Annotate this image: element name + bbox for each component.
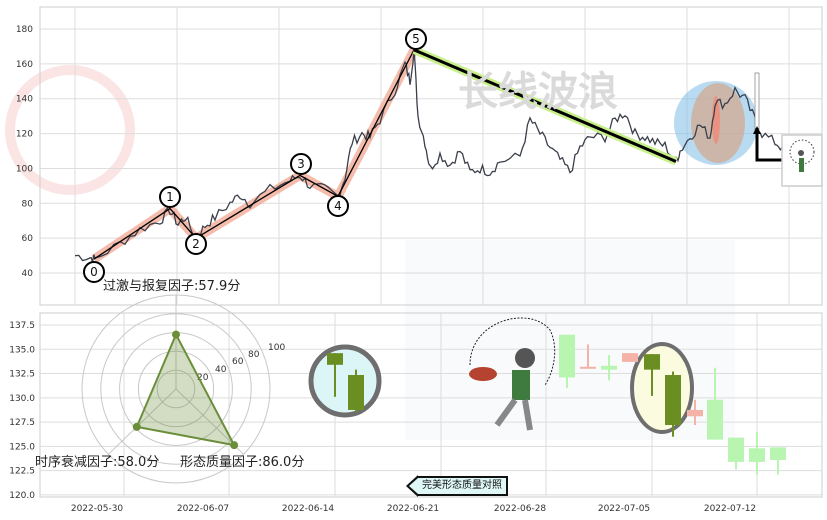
y-tick-label: 140 xyxy=(16,95,33,105)
candle-body xyxy=(770,447,786,460)
y-tick-label: 130.0 xyxy=(9,394,35,404)
factor-label-overreaction: 过激与报复因子:57.9分 xyxy=(103,279,240,294)
price-line xyxy=(74,49,783,263)
radar-axis xyxy=(108,388,177,455)
y-tick-label: 135.0 xyxy=(9,345,35,355)
radar-ring-label: 20 xyxy=(197,373,209,383)
pattern-ellipse-highlight xyxy=(630,342,694,434)
wave-point-label: 3 xyxy=(297,157,305,171)
y-tick-label: 120 xyxy=(16,130,33,140)
wave-point-marker xyxy=(327,195,349,217)
highlight-bar xyxy=(712,96,720,144)
y-tick-label: 80 xyxy=(22,199,34,209)
watermark: 长线波浪 xyxy=(458,69,618,115)
candle-body xyxy=(622,353,638,362)
x-tick-label: 2022-06-14 xyxy=(282,504,335,514)
radar-ring-label: 60 xyxy=(232,357,244,367)
compare-button-label: 完美形态质量对照 xyxy=(418,476,508,496)
wave-point-label: 1 xyxy=(166,190,174,204)
wave-point-label: 0 xyxy=(90,265,98,279)
trend-line xyxy=(413,48,677,163)
candle-body xyxy=(580,366,596,369)
radar-point xyxy=(230,441,239,450)
y-tick-label: 40 xyxy=(22,269,34,279)
x-tick-label: 2022-07-05 xyxy=(598,504,650,514)
price-panel: 40 60 80 100 120 140 160 180 0 1 2 3 4 5 xyxy=(16,6,823,306)
radar-point xyxy=(172,330,180,339)
factor-label-time-decay: 时序衰减因子:58.0分 xyxy=(35,454,159,470)
stop-marker-line xyxy=(755,128,782,162)
x-tick-label: 2022-06-07 xyxy=(177,504,229,514)
candle-body xyxy=(707,399,723,440)
radar-ring-label: 100 xyxy=(268,343,285,353)
wave-point-label: 5 xyxy=(412,32,420,46)
y-tick-label: 160 xyxy=(16,60,33,70)
candle-body xyxy=(644,354,660,370)
y-tick-label: 122.5 xyxy=(9,467,35,477)
radar-point xyxy=(132,422,141,431)
candle-body xyxy=(348,375,364,410)
fishing-line-icon xyxy=(469,317,556,386)
y-tick-label: 127.5 xyxy=(9,418,35,428)
candle-panel: 120.0 122.5 125.0 127.5 130.0 132.5 135.0 137.5… xyxy=(9,312,823,514)
seal-decoration xyxy=(5,65,135,195)
pattern-circle-highlight xyxy=(308,344,382,418)
y-tick-label: 132.5 xyxy=(9,370,35,380)
candle-body xyxy=(728,437,744,462)
fisherman-leg-icon xyxy=(494,398,518,427)
y-tick-label: 120.0 xyxy=(9,491,35,501)
fisherman-body-icon xyxy=(512,370,530,400)
wave-point-marker xyxy=(405,28,427,50)
factor-label-pattern-quality: 形态质量因子:86.0分 xyxy=(180,455,304,470)
wave-line xyxy=(93,49,415,260)
candle-body xyxy=(665,375,681,426)
candle-body xyxy=(559,334,575,378)
radar-chart: 20 40 60 80 100 xyxy=(81,294,285,484)
fisherman-icon xyxy=(799,158,804,172)
radar-ring-label: 80 xyxy=(248,350,260,360)
y-tick-label: 100 xyxy=(16,164,33,174)
candle-body xyxy=(687,409,703,417)
wave-point-marker xyxy=(159,186,181,208)
plot-frame xyxy=(39,312,823,498)
wave-point-marker xyxy=(83,261,105,283)
fisherman-head-icon xyxy=(798,150,804,156)
radar-ring-label: 40 xyxy=(215,365,227,375)
y-tick-label: 180 xyxy=(16,25,33,35)
fisherman-head-icon xyxy=(515,348,535,368)
candle-body xyxy=(601,365,617,370)
wave-point-label: 4 xyxy=(334,199,342,213)
y-tick-label: 137.5 xyxy=(9,321,35,331)
factor-labels: 过激与报复因子:57.9分 时序衰减因子:58.0分 形态质量因子:86.0分 xyxy=(35,279,304,470)
x-tick-label: 2022-05-30 xyxy=(71,504,124,514)
arrow-up-icon xyxy=(753,126,761,134)
compare-perfect-pattern-button[interactable]: 完美形态质量对照 xyxy=(406,475,508,497)
y-tick-label: 60 xyxy=(22,234,34,244)
wave-point-label: 2 xyxy=(192,237,200,251)
wave-point-marker xyxy=(185,233,207,255)
target-bar xyxy=(754,72,760,131)
radar-area xyxy=(135,332,236,447)
fisherman-leg-icon xyxy=(522,399,533,431)
fish-icon xyxy=(469,367,497,381)
y-tick-label: 125.0 xyxy=(9,442,35,452)
candle-body xyxy=(749,448,765,462)
arrow-left-icon xyxy=(406,475,418,497)
wave-point-marker xyxy=(290,153,312,175)
candle-body xyxy=(327,353,343,365)
x-tick-label: 2022-06-21 xyxy=(387,504,439,514)
x-tick-label: 2022-07-12 xyxy=(704,504,756,514)
x-tick-label: 2022-06-28 xyxy=(494,504,547,514)
